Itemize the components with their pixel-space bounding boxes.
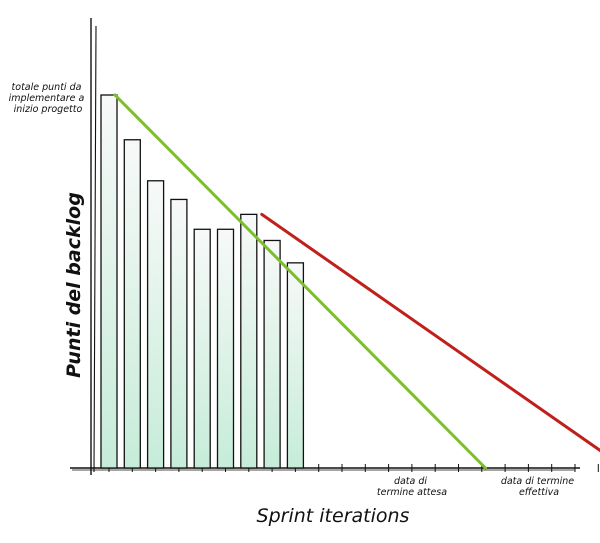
backlog-bar: [170, 198, 188, 469]
actual-end-label-line-2: effettiva: [519, 487, 559, 498]
backlog-bar: [240, 213, 258, 469]
trend-lines: [113, 93, 600, 470]
backlog-bar: [193, 228, 211, 469]
actual-end-label-line-1: data di termine: [501, 476, 574, 487]
y-start-label-line-1: totale punti da: [12, 82, 82, 93]
y-axis-label: Punti del backlog: [63, 192, 85, 378]
backlog-bars: [100, 94, 305, 469]
x-axis-label: Sprint iterations: [257, 505, 410, 527]
y-start-label-line-3: inizio progetto: [14, 104, 83, 115]
backlog-bar: [146, 180, 165, 469]
actual-burndown-line: [260, 212, 600, 453]
x-axis: [70, 467, 580, 471]
backlog-bar: [100, 94, 118, 469]
backlog-bar: [123, 139, 141, 469]
expected-end-label-line-1: data di: [394, 476, 427, 487]
actual-end-label: data di termine effettiva: [501, 476, 577, 498]
expected-burndown-line: [113, 93, 487, 470]
backlog-bar: [216, 228, 235, 469]
backlog-bar: [286, 262, 305, 469]
expected-end-label-line-2: termine attesa: [377, 487, 447, 498]
expected-end-label: data di termine attesa: [377, 476, 447, 498]
backlog-bar: [263, 239, 281, 469]
y-start-label: totale punti da implementare a inizio pr…: [9, 82, 88, 115]
y-start-label-line-2: implementare a: [9, 93, 85, 104]
y-axis: [90, 18, 97, 475]
